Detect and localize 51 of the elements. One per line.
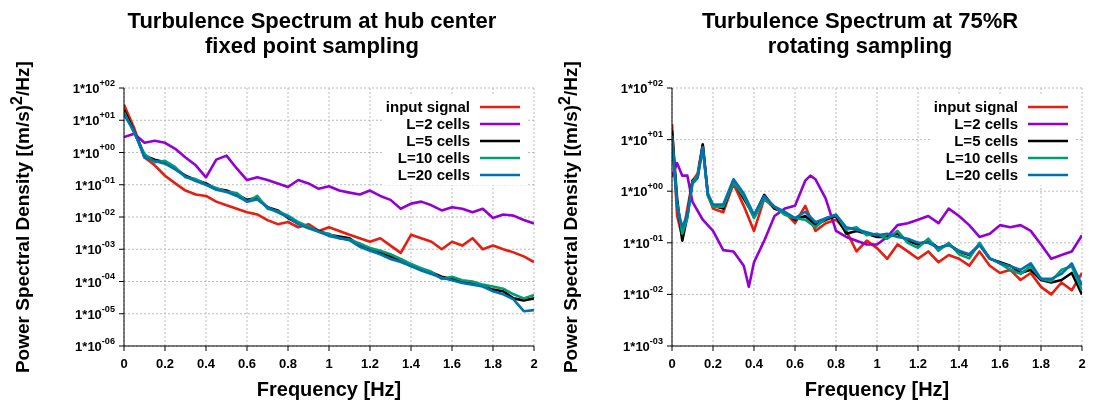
x-tick-label: 0.4 xyxy=(196,355,216,371)
x-tick-label: 1.6 xyxy=(990,355,1010,371)
y-tick-label: 1*10$^{-01}$ xyxy=(75,174,115,193)
legend-label: L=20 cells xyxy=(945,166,1018,183)
x-tick-label: 2 xyxy=(1078,355,1086,371)
legend-label: L=5 cells xyxy=(406,132,470,149)
x-tick-label: 2 xyxy=(530,355,538,371)
y-tick-label: 1*10$^{-03}$ xyxy=(623,335,663,354)
legend-label: L=2 cells xyxy=(954,115,1018,132)
y-tick-label: 1*10$^{+01}$ xyxy=(620,129,663,148)
y-tick-label: 1*10$^{-02}$ xyxy=(623,284,663,302)
legend-label: L=20 cells xyxy=(397,166,470,183)
x-tick-label: 1.6 xyxy=(442,355,462,371)
y-tick-label: 1*10$^{+00}$ xyxy=(72,142,115,160)
legend-label: L=10 cells xyxy=(945,149,1018,166)
legend-label: L=5 cells xyxy=(954,132,1018,149)
x-tick-label: 1.4 xyxy=(401,355,421,371)
x-tick-label: 0.4 xyxy=(744,355,764,371)
x-tick-label: 1.8 xyxy=(1031,355,1051,371)
x-tick-label: 1 xyxy=(873,355,881,371)
x-tick-label: 0.2 xyxy=(155,355,175,371)
x-axis-title: Frequency [Hz] xyxy=(256,378,402,400)
legend-label: input signal xyxy=(385,98,470,115)
x-tick-label: 1 xyxy=(325,355,333,371)
chart-title: Turbulence Spectrum at hub center fixed point sampling xyxy=(127,8,497,58)
x-axis-title: Frequency [Hz] xyxy=(804,378,950,400)
chart-title: Turbulence Spectrum at 75%R rotating sampling xyxy=(701,8,1019,58)
y-tick-label: 1*10$^{-02}$ xyxy=(75,206,115,225)
y-tick-label: 1*10$^{-01}$ xyxy=(623,232,663,251)
y-tick-label: 1*10$^{-04}$ xyxy=(75,271,116,289)
legend-label: L=2 cells xyxy=(406,115,470,132)
x-tick-label: 0.8 xyxy=(278,355,298,371)
x-tick-label: 0.8 xyxy=(826,355,846,371)
x-tick-label: 1.2 xyxy=(908,355,928,371)
x-tick-label: 0.6 xyxy=(785,355,805,371)
x-tick-label: 1.2 xyxy=(360,355,380,371)
x-tick-label: 1.8 xyxy=(483,355,503,371)
x-tick-label: 0 xyxy=(120,355,128,371)
y-tick-label: 1*10$^{+02}$ xyxy=(72,77,115,96)
legend-label: input signal xyxy=(933,98,1018,115)
legend-label: L=10 cells xyxy=(397,149,470,166)
x-tick-label: 0.6 xyxy=(237,355,257,371)
y-tick-label: 1*10$^{-06}$ xyxy=(75,335,115,354)
x-tick-label: 1.4 xyxy=(949,355,969,371)
x-tick-label: 0 xyxy=(668,355,676,371)
y-tick-label: 1*10$^{-05}$ xyxy=(75,303,115,322)
y-tick-label: 1*10$^{+00}$ xyxy=(620,181,663,199)
y-tick-label: 1*10$^{-03}$ xyxy=(75,239,115,257)
x-tick-label: 0.2 xyxy=(703,355,723,371)
y-tick-label: 1*10$^{+01}$ xyxy=(72,110,115,128)
y-tick-label: 1*10$^{+02}$ xyxy=(620,77,663,96)
